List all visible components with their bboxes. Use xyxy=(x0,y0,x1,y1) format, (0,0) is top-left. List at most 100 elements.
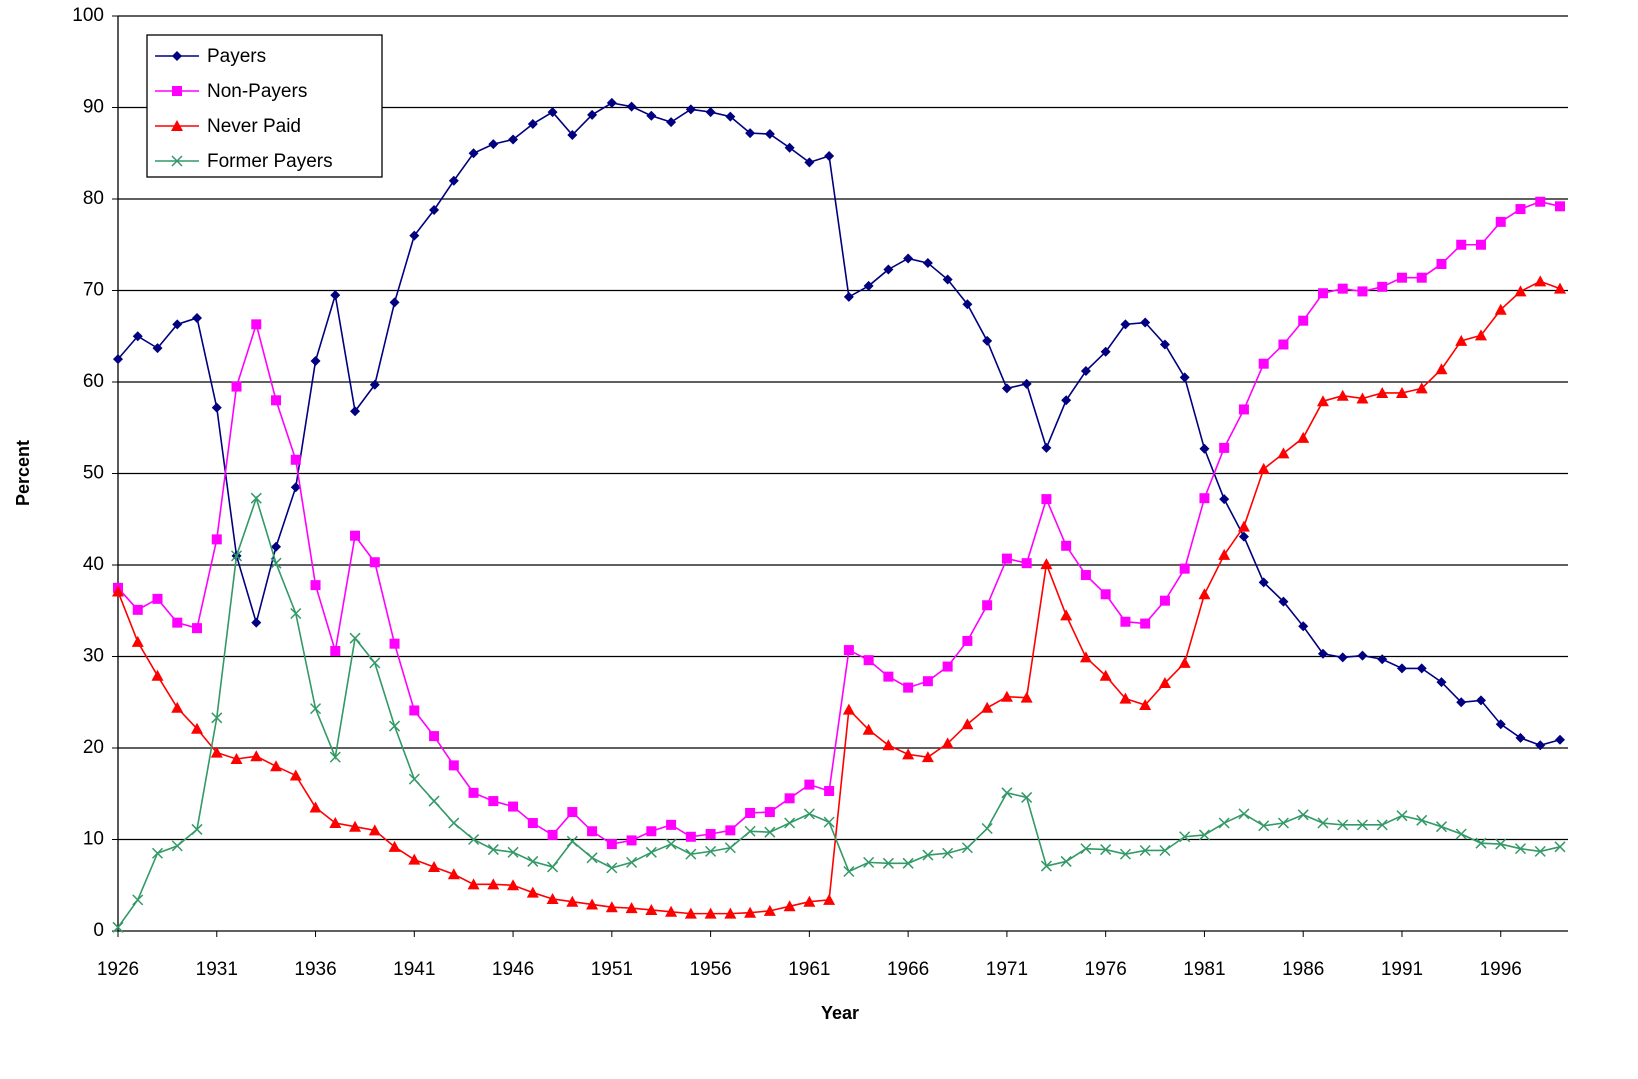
x-tick-label: 1931 xyxy=(196,959,238,980)
marker xyxy=(171,155,183,167)
marker xyxy=(507,846,519,858)
marker xyxy=(1396,663,1407,674)
marker xyxy=(1198,588,1211,600)
marker xyxy=(705,845,717,857)
marker xyxy=(1001,787,1013,799)
marker xyxy=(508,801,519,812)
marker xyxy=(330,290,341,301)
x-tick-label: 1941 xyxy=(393,959,435,980)
legend-label: Former Payers xyxy=(207,151,333,172)
marker xyxy=(982,600,993,611)
marker xyxy=(783,900,796,912)
series-line xyxy=(117,102,1561,747)
marker xyxy=(468,148,479,159)
marker xyxy=(1495,216,1506,227)
marker xyxy=(942,274,953,285)
marker xyxy=(982,335,993,346)
marker xyxy=(271,541,282,552)
marker xyxy=(368,824,381,836)
marker xyxy=(1455,828,1467,840)
marker xyxy=(329,751,341,763)
marker xyxy=(1178,656,1191,668)
marker xyxy=(1021,791,1033,803)
marker xyxy=(409,230,420,241)
marker xyxy=(487,844,499,856)
marker xyxy=(1357,650,1368,661)
marker xyxy=(1060,609,1073,621)
marker xyxy=(1436,677,1447,688)
y-tick-label: 20 xyxy=(83,737,104,758)
marker xyxy=(1514,843,1527,855)
marker xyxy=(586,852,598,864)
marker xyxy=(1495,838,1507,850)
marker xyxy=(863,856,875,868)
marker xyxy=(665,905,678,917)
marker xyxy=(745,128,756,139)
marker xyxy=(1060,855,1072,867)
marker xyxy=(428,860,441,872)
marker xyxy=(1356,392,1369,404)
marker xyxy=(1237,520,1250,532)
marker xyxy=(1100,346,1111,357)
marker xyxy=(250,492,262,504)
marker xyxy=(803,808,815,820)
marker xyxy=(369,379,380,390)
marker xyxy=(1416,663,1427,674)
marker xyxy=(192,623,203,634)
marker xyxy=(862,723,875,735)
marker xyxy=(566,835,578,847)
marker xyxy=(1099,669,1112,681)
marker xyxy=(705,829,716,840)
marker xyxy=(349,632,361,644)
marker xyxy=(152,343,163,354)
marker xyxy=(508,134,519,145)
marker xyxy=(646,826,657,837)
marker xyxy=(1041,494,1052,505)
marker xyxy=(1277,447,1290,459)
marker xyxy=(903,253,914,264)
marker xyxy=(349,820,362,832)
marker xyxy=(1278,339,1289,350)
marker xyxy=(448,175,459,186)
marker xyxy=(448,817,460,829)
marker xyxy=(922,258,933,269)
marker xyxy=(211,534,222,545)
marker xyxy=(587,826,598,837)
marker xyxy=(1317,288,1328,299)
marker xyxy=(429,731,440,742)
marker xyxy=(1535,740,1546,751)
marker xyxy=(1475,239,1486,250)
marker xyxy=(507,879,520,891)
marker xyxy=(172,51,182,61)
marker xyxy=(270,760,283,772)
marker xyxy=(1119,848,1131,860)
series-line xyxy=(117,280,1561,915)
marker xyxy=(567,807,578,818)
marker xyxy=(804,157,815,168)
marker xyxy=(586,898,599,910)
y-tick-label: 100 xyxy=(72,5,104,26)
marker xyxy=(883,671,894,682)
marker xyxy=(1001,383,1012,394)
marker xyxy=(389,638,400,649)
marker xyxy=(210,746,223,758)
marker xyxy=(1396,810,1408,822)
marker xyxy=(744,825,756,837)
marker xyxy=(981,822,993,835)
marker xyxy=(1377,654,1388,665)
marker xyxy=(921,751,934,763)
marker xyxy=(1356,819,1369,831)
marker xyxy=(764,129,775,140)
marker xyxy=(1040,558,1053,570)
marker xyxy=(763,904,776,916)
marker xyxy=(468,787,479,798)
marker xyxy=(941,737,954,749)
marker xyxy=(270,557,282,569)
marker xyxy=(1416,814,1428,826)
legend-label: Non-Payers xyxy=(207,81,307,102)
marker xyxy=(191,722,204,734)
marker xyxy=(132,331,143,342)
marker xyxy=(448,760,459,771)
marker xyxy=(1218,817,1230,829)
